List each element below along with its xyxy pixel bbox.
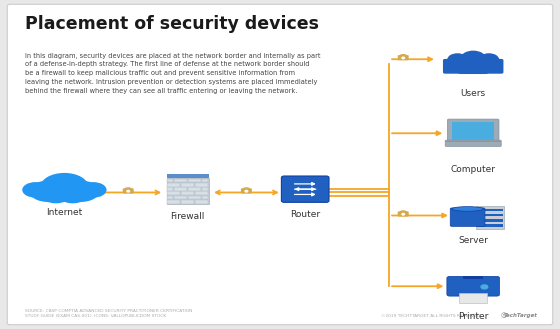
Ellipse shape (452, 207, 483, 211)
FancyBboxPatch shape (202, 187, 208, 191)
Text: Router: Router (290, 210, 320, 218)
FancyBboxPatch shape (477, 209, 503, 211)
FancyBboxPatch shape (452, 122, 494, 140)
Circle shape (448, 54, 467, 65)
Text: TechTarget: TechTarget (504, 314, 538, 318)
FancyBboxPatch shape (167, 200, 180, 204)
Circle shape (402, 214, 404, 215)
Circle shape (481, 285, 488, 289)
Circle shape (245, 190, 248, 192)
FancyBboxPatch shape (478, 59, 503, 74)
FancyBboxPatch shape (167, 174, 209, 178)
Text: In this diagram, security devices are placed at the network border and internall: In this diagram, security devices are pl… (25, 53, 321, 94)
FancyBboxPatch shape (477, 224, 503, 227)
FancyBboxPatch shape (398, 55, 409, 60)
FancyBboxPatch shape (174, 187, 187, 191)
FancyBboxPatch shape (195, 191, 208, 195)
Text: Users: Users (461, 89, 486, 98)
FancyBboxPatch shape (167, 187, 173, 191)
FancyBboxPatch shape (476, 206, 504, 229)
FancyBboxPatch shape (195, 183, 208, 187)
FancyBboxPatch shape (241, 189, 252, 193)
FancyBboxPatch shape (447, 119, 499, 142)
FancyBboxPatch shape (123, 189, 134, 193)
Text: SOURCE: CASP COMPTIA ADVANCED SECURITY PRACTITIONER CERTIFICATION
STUDY GUIDE (E: SOURCE: CASP COMPTIA ADVANCED SECURITY P… (25, 309, 193, 318)
FancyBboxPatch shape (202, 196, 208, 199)
Circle shape (461, 51, 485, 65)
Text: ◎: ◎ (501, 313, 507, 318)
FancyBboxPatch shape (450, 208, 485, 226)
FancyBboxPatch shape (459, 293, 487, 303)
Text: Printer: Printer (458, 312, 488, 321)
Circle shape (127, 190, 129, 192)
Text: Computer: Computer (451, 164, 496, 173)
FancyBboxPatch shape (463, 276, 483, 279)
Text: Server: Server (458, 236, 488, 245)
FancyBboxPatch shape (174, 196, 187, 199)
FancyBboxPatch shape (188, 196, 201, 199)
Text: Firewall: Firewall (170, 212, 205, 221)
FancyBboxPatch shape (477, 214, 503, 216)
FancyBboxPatch shape (167, 191, 180, 195)
FancyBboxPatch shape (7, 4, 553, 325)
Text: Placement of security devices: Placement of security devices (25, 15, 319, 33)
FancyBboxPatch shape (477, 219, 503, 222)
FancyBboxPatch shape (443, 59, 469, 74)
FancyBboxPatch shape (398, 212, 409, 216)
FancyBboxPatch shape (282, 176, 329, 202)
FancyBboxPatch shape (181, 191, 194, 195)
FancyBboxPatch shape (445, 140, 501, 146)
FancyBboxPatch shape (167, 196, 173, 199)
Text: ©2019 TECHTTARGET ALL RIGHTS RESERVED: ©2019 TECHTTARGET ALL RIGHTS RESERVED (381, 315, 480, 318)
FancyBboxPatch shape (447, 276, 500, 296)
FancyBboxPatch shape (202, 179, 208, 182)
FancyBboxPatch shape (181, 183, 194, 187)
Text: Internet: Internet (46, 208, 82, 217)
FancyBboxPatch shape (188, 179, 201, 182)
FancyBboxPatch shape (195, 200, 208, 204)
FancyBboxPatch shape (167, 179, 173, 182)
FancyBboxPatch shape (458, 58, 488, 74)
Circle shape (402, 57, 404, 59)
FancyBboxPatch shape (181, 200, 194, 204)
FancyBboxPatch shape (167, 183, 180, 187)
Circle shape (479, 54, 498, 65)
FancyBboxPatch shape (167, 178, 209, 204)
FancyBboxPatch shape (174, 179, 187, 182)
FancyBboxPatch shape (188, 187, 201, 191)
